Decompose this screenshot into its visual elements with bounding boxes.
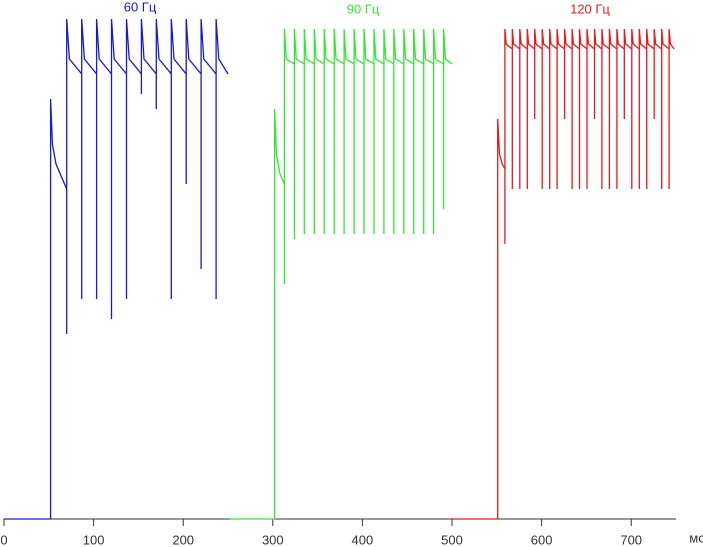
- series-label: 60 Гц: [124, 0, 157, 14]
- series-line: [229, 28, 453, 520]
- x-tick-label: 500: [441, 532, 463, 547]
- series-line: [452, 28, 675, 520]
- x-tick-label: 300: [262, 532, 284, 547]
- x-tick-label: 200: [172, 532, 194, 547]
- x-tick-label: 600: [531, 532, 553, 547]
- series-label: 90 Гц: [347, 1, 380, 16]
- x-tick-label: 100: [83, 532, 105, 547]
- x-tick-label: 700: [620, 532, 642, 547]
- series-line: [4, 18, 229, 520]
- x-tick-label: 0: [0, 532, 7, 547]
- x-tick-label: 400: [352, 532, 374, 547]
- series-label: 120 Гц: [570, 1, 610, 16]
- x-axis-label: мс: [689, 530, 703, 545]
